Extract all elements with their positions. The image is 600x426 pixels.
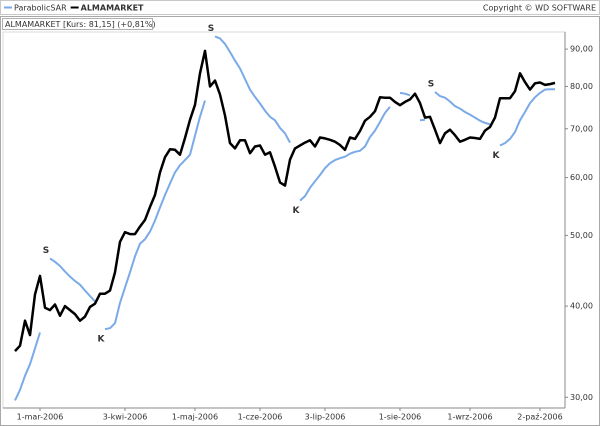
legend-label: ParabolicSAR xyxy=(14,4,67,13)
annotation: K xyxy=(293,206,301,216)
chart-title: ALMAMARKET [Kurs: 81,15] (+0,81%) xyxy=(5,20,156,29)
y-tick-label: 70,00 xyxy=(570,124,593,133)
x-tick-label: 1-mar-2006 xyxy=(17,413,64,422)
series-line xyxy=(14,35,555,401)
annotation: S xyxy=(208,24,214,34)
x-tick-label: 1-maj-2006 xyxy=(172,413,218,422)
x-tick-label: 1-cze-2006 xyxy=(238,413,283,422)
legend-label: ALMAMARKET xyxy=(81,4,144,13)
y-tick-label: 50,00 xyxy=(570,231,593,240)
series-line xyxy=(14,49,556,352)
x-tick-label: 2-paź-2006 xyxy=(517,413,562,422)
chart-frame xyxy=(0,16,600,426)
copyright: Copyright © WD SOFTWARE xyxy=(483,4,596,13)
y-tick-label: 60,00 xyxy=(570,173,593,182)
y-tick-label: 90,00 xyxy=(570,45,593,54)
y-tick-label: 30,00 xyxy=(570,393,593,402)
annotation: S xyxy=(43,246,49,256)
x-tick-label: 1-sie-2006 xyxy=(379,413,422,422)
annotation: K xyxy=(98,335,106,345)
x-tick-label: 3-lip-2006 xyxy=(305,413,346,422)
title-frame xyxy=(2,18,153,30)
annotation: K xyxy=(493,151,501,161)
x-tick-label: 3-kwi-2006 xyxy=(103,413,148,422)
y-tick-label: 40,00 xyxy=(570,302,593,311)
x-tick-label: 1-wrz-2006 xyxy=(447,413,492,422)
annotation: S xyxy=(428,80,434,90)
y-tick-label: 80,00 xyxy=(570,82,593,91)
